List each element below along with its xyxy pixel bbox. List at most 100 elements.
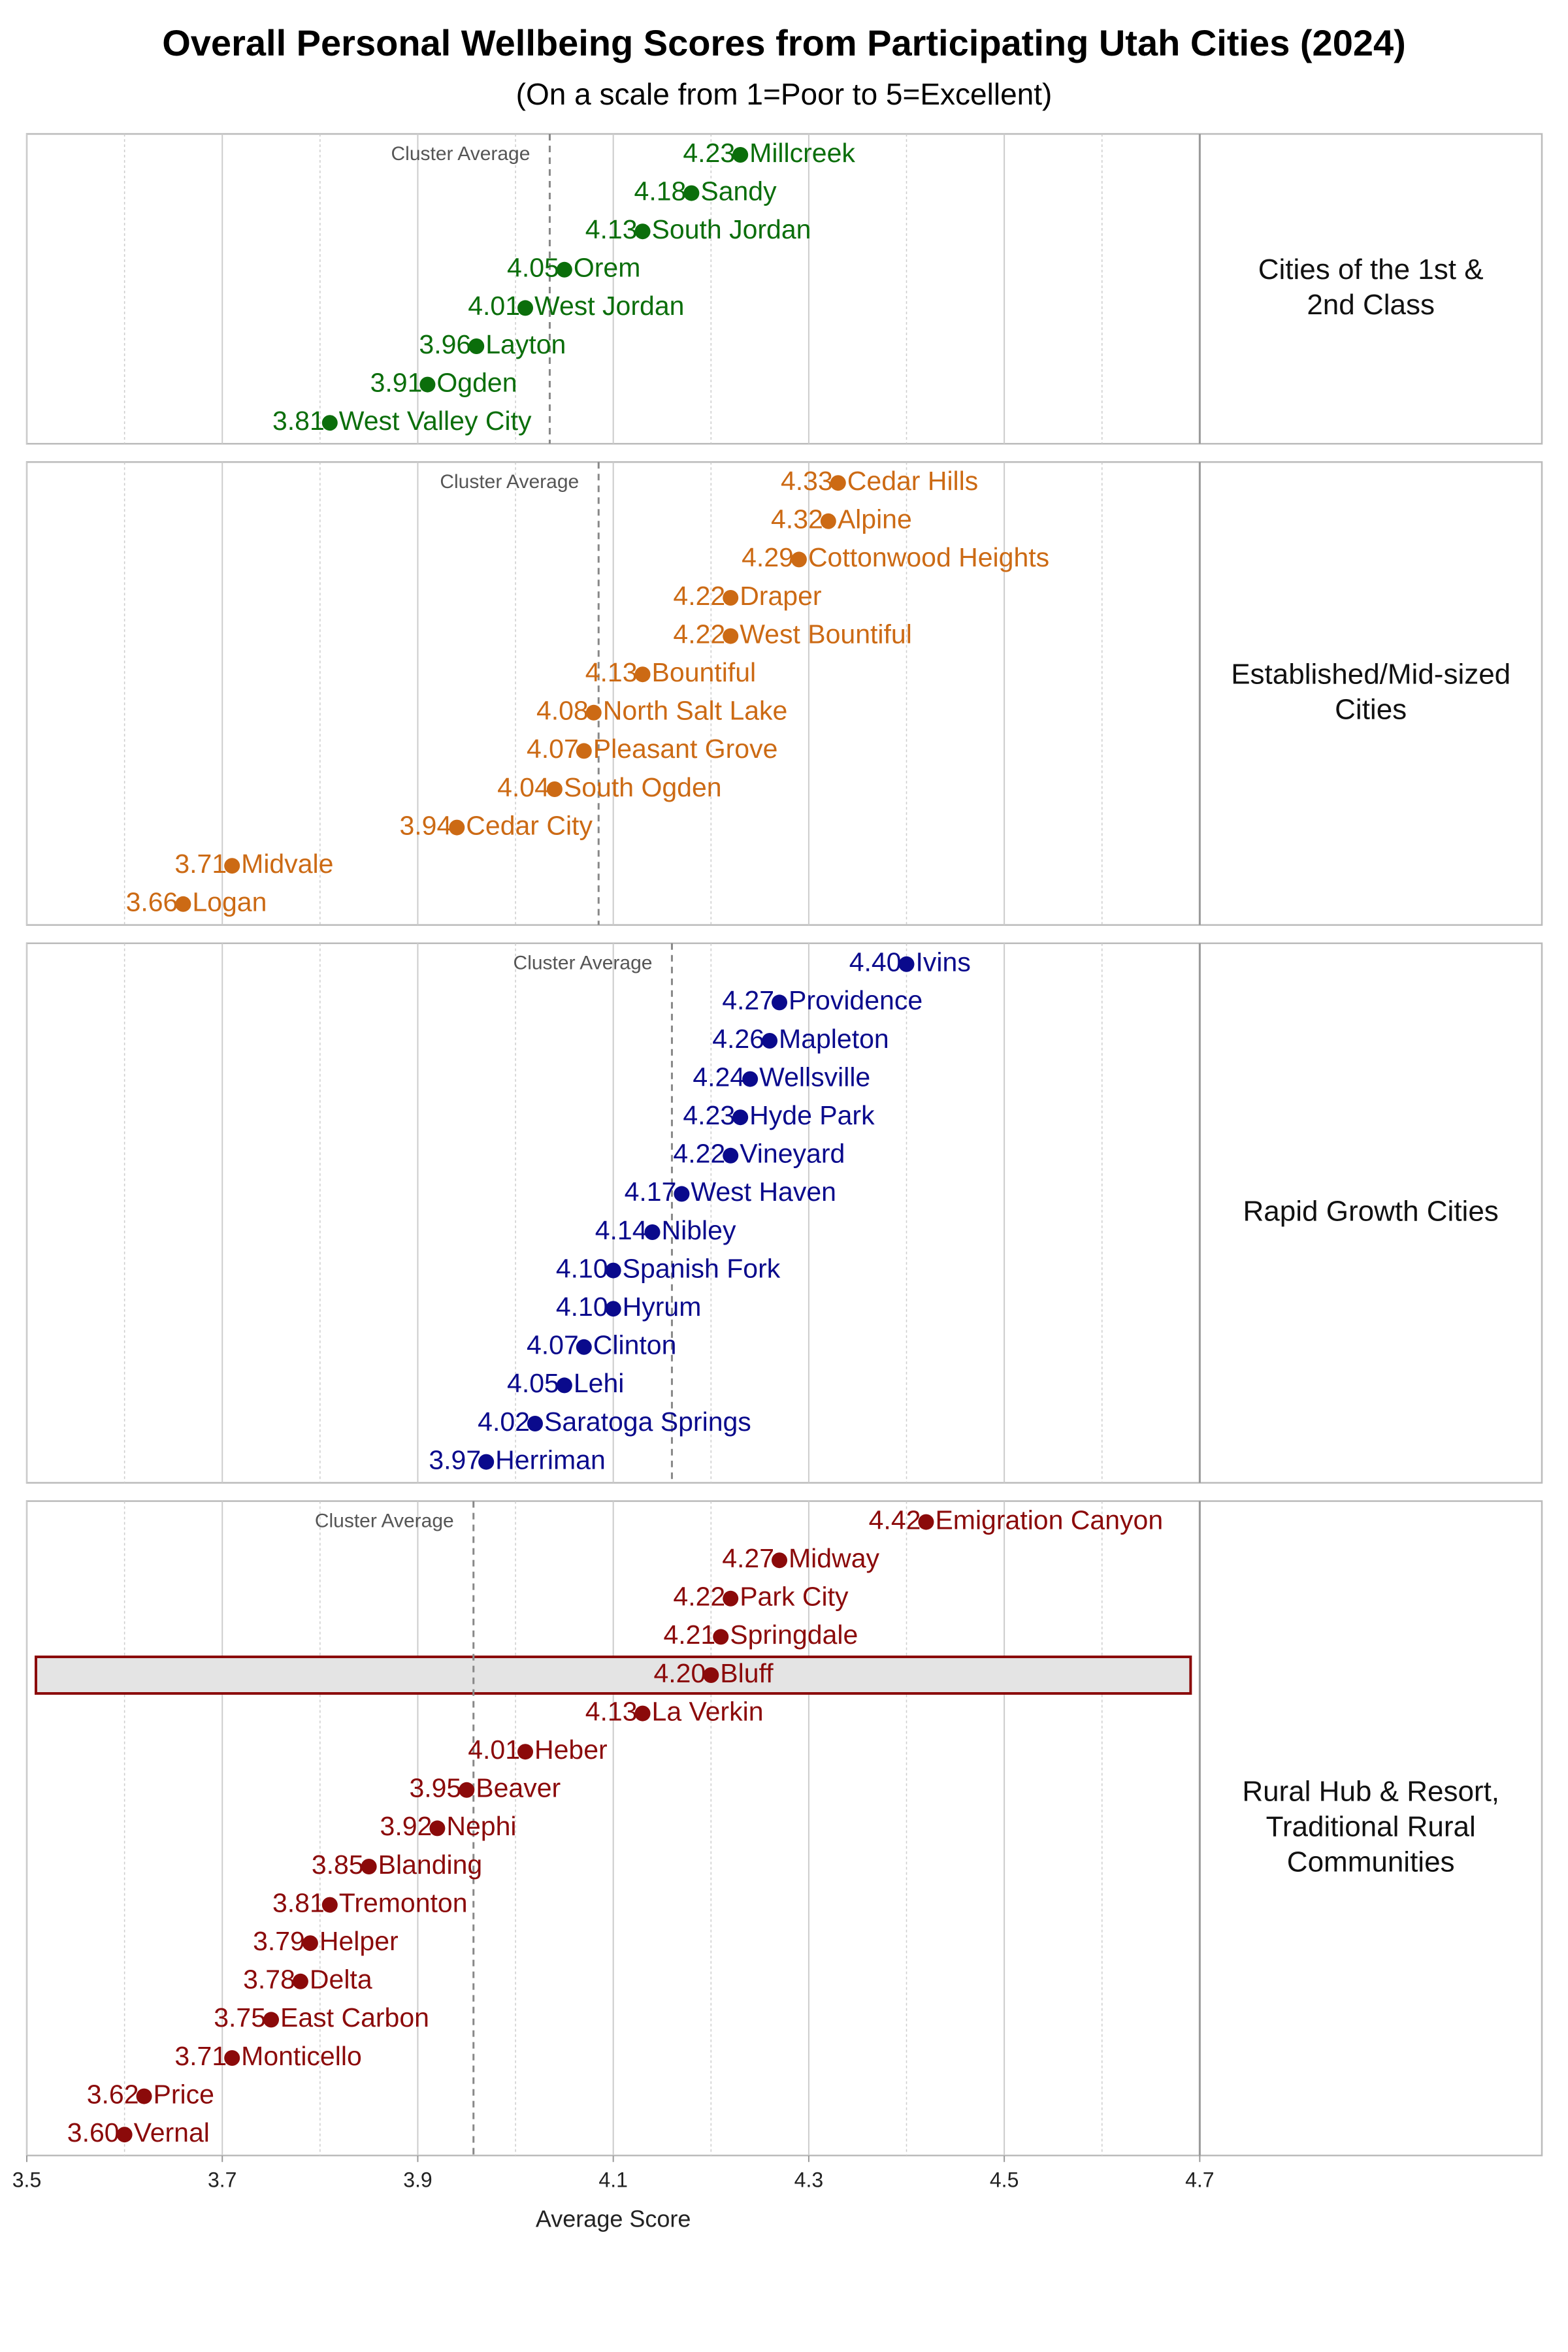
dot [732,147,749,163]
city-label: Monticello [241,2041,362,2071]
city-label: West Jordan [534,291,684,321]
dot [742,1071,759,1087]
city-label: Logan [192,887,267,917]
value-label: 4.32 [771,504,823,534]
city-label: Saratoga Springs [544,1407,751,1437]
value-label: 3.81 [272,406,325,436]
dot [136,2088,152,2104]
city-label: Lehi [574,1368,625,1398]
dot [459,1782,475,1798]
dot [605,1301,621,1317]
city-label: South Jordan [652,214,811,244]
chart-title: Overall Personal Wellbeing Scores from P… [162,22,1406,63]
x-tick-label: 4.1 [598,2168,627,2192]
dot [321,415,338,431]
panel-frame [25,461,1543,926]
dot [898,956,915,972]
value-label: 4.14 [595,1215,647,1245]
city-label: East Carbon [280,2002,429,2033]
dot [116,2127,133,2143]
city-label: North Salt Lake [603,696,788,726]
city-label: Cedar Hills [847,466,979,496]
dot [361,1859,377,1874]
city-label: Cedar City [466,810,593,840]
dot [723,1147,739,1164]
dot [224,858,240,874]
city-label: Bountiful [652,657,757,687]
panel-frame [25,1500,1543,2157]
city-label: Mapleton [779,1024,889,1054]
dot [918,1514,934,1530]
x-tick-label: 3.7 [208,2168,237,2192]
value-label: 4.33 [781,466,833,496]
value-label: 4.10 [556,1253,608,1283]
dot [517,1744,534,1760]
city-label: Draper [740,581,821,611]
city-label: Vineyard [740,1139,845,1169]
value-label: 3.95 [409,1773,461,1803]
dot [634,223,651,240]
city-label: Nephi [446,1811,516,1841]
value-label: 3.81 [272,1887,325,1918]
cluster-average-label: Cluster Average [315,1511,454,1532]
dot [683,185,700,201]
dot [674,1186,690,1202]
value-label: 3.91 [370,367,423,397]
city-label: Orem [574,253,641,283]
dot [517,300,534,316]
dot [419,376,436,393]
x-tick-label: 4.7 [1185,2168,1214,2192]
value-label: 3.75 [214,2002,266,2033]
panel-label: Established/Mid-sized Cities [1231,658,1511,725]
dot [449,819,465,836]
city-label: Springdale [730,1620,858,1650]
value-label: 4.27 [722,985,774,1015]
value-label: 3.71 [174,849,227,879]
value-label: 4.22 [673,581,725,611]
city-label: West Bountiful [740,619,912,649]
city-label: Tremonton [339,1887,468,1918]
city-label: Millcreek [749,138,855,168]
value-label: 4.21 [663,1620,715,1650]
dot [723,590,739,606]
chart-subtitle: (On a scale from 1=Poor to 5=Excellent) [516,77,1053,111]
city-label: Emigration Canyon [935,1505,1163,1535]
value-label: 3.79 [253,1926,305,1956]
city-label: Midway [789,1543,879,1573]
value-label: 4.08 [536,696,589,726]
dot [723,628,739,644]
value-label: 4.13 [585,657,638,687]
dot [527,1416,543,1431]
city-label: Midvale [241,849,333,879]
dot [468,338,485,354]
city-label: Spanish Fork [623,1253,781,1283]
value-label: 3.78 [243,1965,295,1995]
dot [302,1935,318,1952]
value-label: 3.66 [126,887,178,917]
dot [556,1377,572,1394]
dot [429,1820,446,1837]
city-label: Cottonwood Heights [808,542,1049,572]
value-label: 4.13 [585,1696,638,1726]
value-label: 4.29 [742,542,794,572]
city-label: Park City [740,1582,849,1612]
dot [175,896,191,912]
value-label: 4.42 [869,1505,921,1535]
value-label: 3.92 [380,1811,433,1841]
value-label: 3.94 [399,810,451,840]
value-label: 4.01 [468,1735,520,1765]
dot [321,1897,338,1913]
value-label: 4.01 [468,291,520,321]
value-label: 4.02 [478,1407,530,1437]
x-axis-label: Average Score [536,2206,691,2232]
value-label: 4.13 [585,214,638,244]
city-label: Nibley [662,1215,736,1245]
city-label: Alpine [838,504,912,534]
cluster-average-label: Cluster Average [440,471,579,493]
dot [644,1224,661,1240]
value-label: 4.20 [653,1658,706,1688]
value-label: 4.18 [634,176,687,206]
value-label: 4.40 [849,947,902,977]
value-label: 4.10 [556,1292,608,1322]
